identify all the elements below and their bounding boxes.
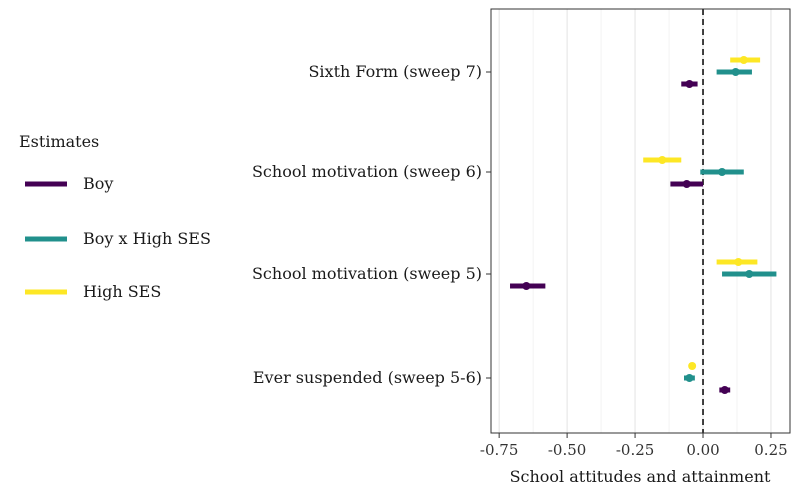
- category-label: School motivation (sweep 5): [252, 264, 482, 283]
- x-tick-label: -0.25: [616, 441, 654, 459]
- legend-label: Boy: [83, 174, 113, 193]
- category-label: Ever suspended (sweep 5-6): [253, 368, 482, 387]
- estimate-point: [658, 156, 667, 164]
- y-axis: Sixth Form (sweep 7) School motivation (s…: [252, 62, 491, 387]
- estimate-point: [718, 168, 727, 176]
- estimate-point: [720, 386, 729, 394]
- estimate-point: [739, 56, 748, 64]
- legend: Estimates Boy Boy x High SES High SES: [19, 132, 211, 301]
- legend-label: Boy x High SES: [83, 229, 211, 248]
- x-axis: -0.75 -0.50 -0.25 0.00 0.25: [480, 433, 788, 459]
- estimate-point: [682, 180, 691, 188]
- estimate-point: [688, 362, 697, 370]
- x-tick-label: -0.75: [480, 441, 518, 459]
- estimate-point: [734, 258, 743, 266]
- estimate-point: [522, 282, 531, 290]
- estimate-point: [685, 374, 694, 382]
- plot-panel-border: [490, 8, 791, 434]
- x-axis-title: School attitudes and attainment: [510, 467, 771, 486]
- category-label: Sixth Form (sweep 7): [308, 62, 482, 81]
- estimate-point: [745, 270, 754, 278]
- legend-item: High SES: [25, 282, 161, 301]
- legend-title: Estimates: [19, 132, 99, 151]
- x-tick-label: 0.00: [686, 441, 719, 459]
- legend-label: High SES: [83, 282, 161, 301]
- estimate-point: [685, 80, 694, 88]
- category-label: School motivation (sweep 6): [252, 162, 482, 181]
- legend-item: Boy: [25, 174, 113, 193]
- x-tick-label: 0.25: [754, 441, 787, 459]
- x-tick-label: -0.50: [548, 441, 586, 459]
- estimate-point: [731, 68, 740, 76]
- legend-item: Boy x High SES: [25, 229, 211, 248]
- estimate-marks: [510, 56, 777, 394]
